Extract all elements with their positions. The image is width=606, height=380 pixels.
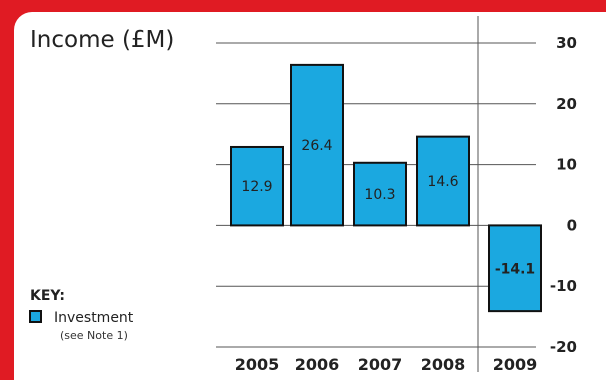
x-tick-label: 2009 — [493, 355, 538, 374]
x-axis-ticks: 2005 2006 2007 2008 2009 — [235, 355, 538, 374]
y-axis-ticks: 30 20 10 0 -10 -20 — [550, 34, 577, 356]
x-tick-label: 2008 — [421, 355, 466, 374]
legend-title: KEY: — [30, 288, 65, 304]
x-tick-label: 2007 — [358, 355, 403, 374]
x-tick-label: 2006 — [295, 355, 340, 374]
bar-value-label: -14.1 — [495, 261, 535, 277]
bar — [290, 63, 344, 227]
bar-value-label: 26.4 — [301, 138, 332, 154]
y-tick-label: 30 — [556, 34, 577, 52]
bar-value-label: 10.3 — [364, 187, 395, 203]
bar — [416, 135, 470, 227]
legend: KEY: Investment (see Note 1) — [29, 288, 134, 342]
y-tick-label: 0 — [567, 216, 577, 234]
x-tick-label: 2005 — [235, 355, 280, 374]
bar-value-label: 14.6 — [427, 174, 458, 190]
bar-value-label: 12.9 — [241, 179, 272, 195]
bar — [230, 145, 284, 227]
legend-label: Investment — [54, 310, 134, 326]
y-tick-label: -20 — [550, 338, 577, 356]
y-tick-label: -10 — [550, 277, 577, 295]
y-tick-label: 20 — [556, 95, 577, 113]
legend-note: (see Note 1) — [60, 329, 128, 342]
bars: 12.9 26.4 10.3 14.6 -14.1 — [230, 63, 542, 313]
y-tick-label: 10 — [556, 156, 577, 174]
bar — [488, 224, 542, 313]
legend-swatch — [29, 310, 42, 323]
chart-title: Income (£M) — [30, 27, 174, 53]
bar — [353, 161, 407, 227]
